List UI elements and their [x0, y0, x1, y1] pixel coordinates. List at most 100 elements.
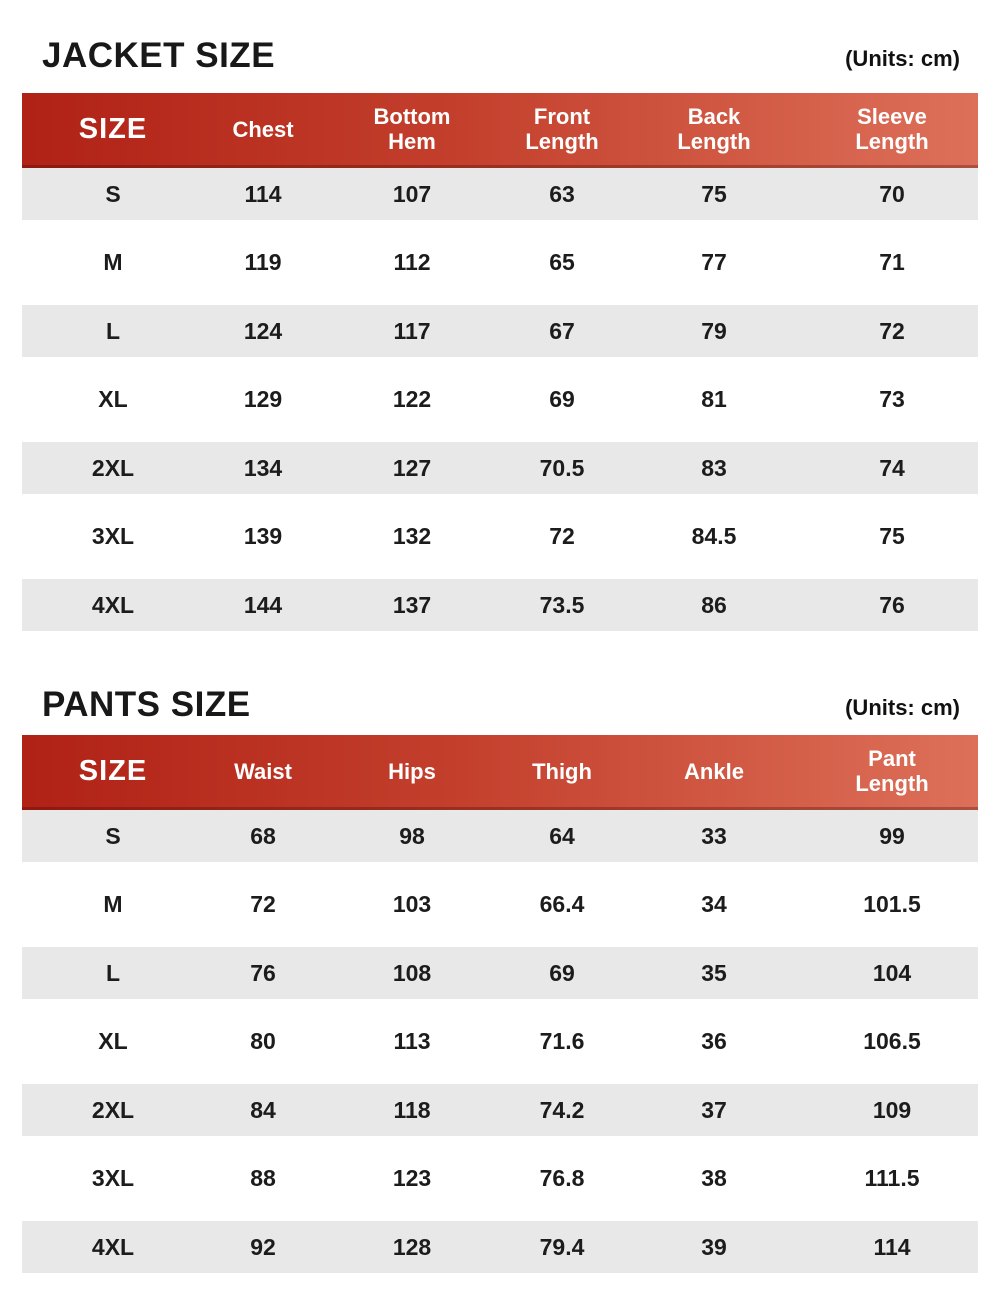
column-header-sleeve-length: Sleeve Length	[855, 104, 929, 154]
measurement-cell: 36	[701, 1028, 727, 1054]
size-label-cell: 2XL	[91, 454, 135, 481]
table-row: 2XL 84 118 74.2 37 109	[22, 1084, 978, 1136]
table-row: S 68 98 64 33 99	[22, 810, 978, 862]
measurement-cell: 109	[872, 1096, 912, 1123]
table-row: L 76 108 69 35 104	[22, 947, 978, 999]
measurement-cell: 92	[250, 1233, 276, 1260]
measurement-cell: 74	[879, 454, 905, 481]
measurement-cell: 35	[701, 959, 727, 986]
jacket-section: JACKET SIZE (Units: cm) SIZE Chest Botto…	[0, 0, 1000, 631]
column-header-chest: Chest	[232, 116, 294, 142]
measurement-cell: 134	[243, 454, 283, 481]
measurement-cell: 139	[243, 523, 283, 549]
measurement-cell: 71	[879, 249, 905, 275]
measurement-cell: 80	[250, 1028, 276, 1054]
measurement-cell: 104	[872, 959, 912, 986]
size-label-cell: M	[103, 891, 123, 917]
measurement-cell: 124	[243, 317, 283, 344]
size-label-cell: XL	[98, 386, 128, 412]
measurement-cell: 37	[701, 1096, 727, 1123]
measurement-cell: 112	[393, 249, 431, 275]
measurement-cell: 63	[549, 180, 575, 207]
size-label-cell: L	[105, 317, 121, 344]
measurement-cell: 122	[392, 386, 432, 412]
measurement-cell: 111.5	[864, 1165, 920, 1191]
measurement-cell: 132	[392, 523, 432, 549]
measurement-cell: 34	[701, 891, 727, 917]
column-header-ankle: Ankle	[684, 758, 744, 784]
measurement-cell: 98	[399, 822, 425, 849]
jacket-title: JACKET SIZE	[42, 36, 276, 75]
size-label-cell: 3XL	[91, 1165, 135, 1191]
measurement-cell: 108	[392, 959, 432, 986]
measurement-cell: 81	[701, 386, 727, 412]
measurement-cell: 72	[250, 891, 276, 917]
jacket-section-header: JACKET SIZE (Units: cm)	[42, 0, 960, 78]
measurement-cell: 129	[243, 386, 283, 412]
measurement-cell: 71.6	[539, 1028, 585, 1054]
measurement-cell: 86	[701, 591, 727, 618]
measurement-cell: 117	[393, 317, 431, 344]
pants-size-table: SIZE Waist Hips Thigh Ankle Pant Length …	[22, 735, 978, 1273]
pants-table-header-row: SIZE Waist Hips Thigh Ankle Pant Length	[22, 735, 978, 810]
measurement-cell: 113	[393, 1028, 431, 1054]
pants-section: PANTS SIZE (Units: cm) SIZE Waist Hips T…	[0, 631, 1000, 1273]
measurement-cell: 73	[879, 386, 905, 412]
measurement-cell: 99	[879, 822, 905, 849]
size-label-cell: L	[105, 959, 121, 986]
jacket-units-label: (Units: cm)	[845, 46, 960, 71]
table-row: XL 80 113 71.6 36 106.5	[22, 999, 978, 1084]
measurement-cell: 67	[549, 317, 575, 344]
measurement-cell: 69	[549, 959, 575, 986]
table-row: 2XL 134 127 70.5 83 74	[22, 442, 978, 494]
measurement-cell: 72	[549, 523, 575, 549]
measurement-cell: 77	[701, 249, 727, 275]
size-label-cell: 4XL	[91, 1233, 135, 1260]
measurement-cell: 79.4	[539, 1233, 585, 1260]
measurement-cell: 118	[393, 1096, 431, 1123]
measurement-cell: 68	[250, 822, 276, 849]
measurement-cell: 65	[549, 249, 575, 275]
measurement-cell: 76.8	[539, 1165, 585, 1191]
measurement-cell: 103	[392, 891, 432, 917]
pants-table-body: S 68 98 64 33 99 M 72 103 66.4 34 101.5 L 76 108 69 35 10…	[22, 810, 978, 1273]
measurement-cell: 72	[879, 317, 905, 344]
measurement-cell: 123	[392, 1165, 432, 1191]
measurement-cell: 114	[244, 180, 282, 207]
size-label-cell: M	[103, 249, 123, 275]
column-header-size: SIZE	[78, 112, 148, 145]
measurement-cell: 76	[879, 591, 905, 618]
measurement-cell: 75	[701, 180, 727, 207]
measurement-cell: 84.5	[691, 523, 737, 549]
measurement-cell: 106.5	[863, 1028, 921, 1054]
measurement-cell: 107	[392, 180, 432, 207]
size-label-cell: 4XL	[91, 591, 135, 618]
measurement-cell: 114	[873, 1233, 911, 1260]
table-row: S 114 107 63 75 70	[22, 168, 978, 220]
measurement-cell: 84	[250, 1096, 276, 1123]
column-header-waist: Waist	[234, 758, 292, 784]
jacket-size-table: SIZE Chest Bottom Hem Front Length Back …	[22, 93, 978, 631]
table-row: XL 129 122 69 81 73	[22, 357, 978, 442]
table-row: L 124 117 67 79 72	[22, 305, 978, 357]
measurement-cell: 119	[244, 249, 282, 275]
measurement-cell: 88	[250, 1165, 276, 1191]
table-row: 3XL 88 123 76.8 38 111.5	[22, 1136, 978, 1221]
measurement-cell: 69	[549, 386, 575, 412]
measurement-cell: 64	[549, 822, 575, 849]
column-header-pant-length: Pant Length	[855, 746, 929, 796]
measurement-cell: 128	[392, 1233, 432, 1260]
measurement-cell: 66.4	[539, 891, 585, 917]
size-label-cell: XL	[98, 1028, 128, 1054]
table-row: 3XL 139 132 72 84.5 75	[22, 494, 978, 579]
column-header-hips: Hips	[388, 758, 436, 784]
measurement-cell: 137	[392, 591, 432, 618]
size-label-cell: S	[105, 180, 121, 207]
table-row: M 72 103 66.4 34 101.5	[22, 862, 978, 947]
measurement-cell: 144	[243, 591, 283, 618]
measurement-cell: 101.5	[863, 891, 921, 917]
measurement-cell: 39	[701, 1233, 727, 1260]
measurement-cell: 127	[392, 454, 432, 481]
size-label-cell: 2XL	[91, 1096, 135, 1123]
